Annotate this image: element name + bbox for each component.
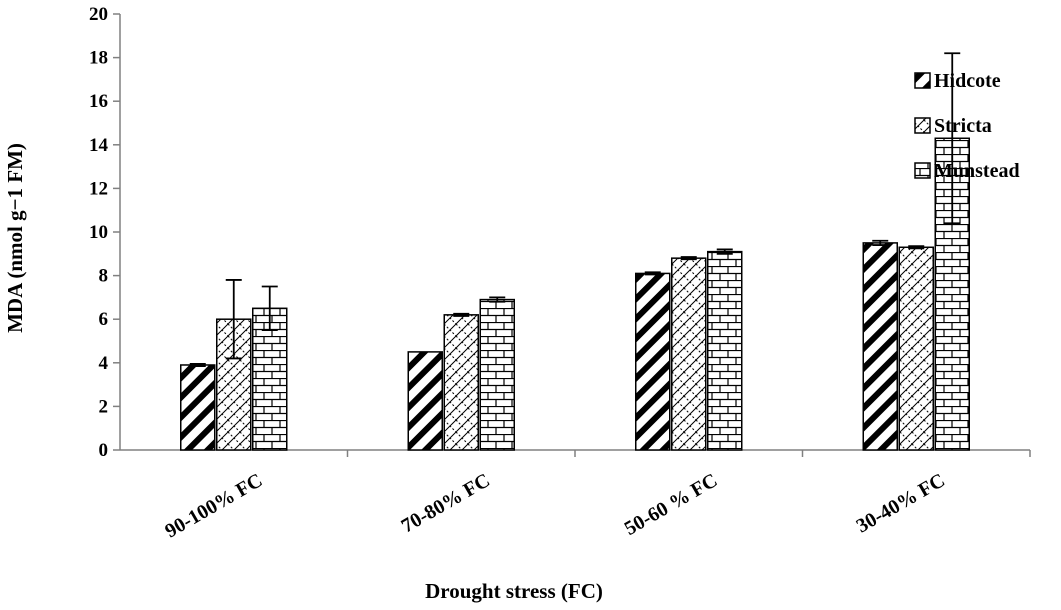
legend-label: Hidcote [934,70,1001,92]
legend-item-stricta: Stricta [914,115,992,137]
y-tick-label: 6 [99,309,109,330]
legend: Hidcote Stricta Munstead [914,70,1020,182]
y-tick-label: 14 [89,135,109,156]
bar-munstead-3 [707,250,743,451]
error-bar-hidcote-3 [644,271,661,276]
error-bar-stricta-2 [453,312,470,317]
error-bar-stricta-3 [680,256,697,261]
y-tick-label: 4 [99,353,109,374]
y-tick-label: 20 [89,4,108,25]
x-category-label: 30-40% FC [853,469,949,537]
y-tick-label: 8 [99,266,109,287]
bar-hidcote-1 [180,364,216,451]
x-axis-title: Drought stress (FC) [425,579,603,603]
category-labels: 90-100% FC 70-80% FC 50-60 % FC 30-40% FC [161,469,948,542]
legend-item-munstead: Munstead [914,160,1020,182]
bar-hidcote-4 [862,242,898,451]
bar-munstead-2 [479,298,515,451]
bar-munstead-1 [252,307,288,451]
bars [180,52,970,451]
error-bar-munstead-4 [944,52,961,225]
error-bar-munstead-2 [489,296,506,303]
legend-swatch [914,72,931,89]
error-bar-munstead-3 [716,248,733,255]
x-category-label: 50-60 % FC [621,469,721,540]
bar-stricta-4 [898,246,934,451]
legend-label: Munstead [934,160,1020,182]
bar-stricta-2 [443,314,479,451]
bar-hidcote-3 [635,272,671,451]
legend-swatch [914,117,931,134]
y-tick-label: 12 [89,178,108,199]
y-tick-label: 18 [89,48,108,69]
legend-swatch [914,162,931,179]
y-tick-label: 10 [89,222,108,243]
y-tick-label: 2 [99,396,109,417]
x-category-label: 70-80% FC [398,469,494,537]
bar-stricta-3 [671,257,707,451]
x-category-label: 90-100% FC [161,469,266,542]
bar-hidcote-2 [407,351,443,451]
legend-label: Stricta [934,115,992,137]
error-bar-hidcote-4 [872,239,889,246]
error-bar-hidcote-1 [189,362,206,367]
y-axis-title: MDA (nmol g−1 FM) [3,143,27,333]
legend-item-hidcote: Hidcote [914,70,1001,92]
y-tick-label: 0 [99,440,109,461]
error-bar-munstead-1 [261,285,278,332]
error-bar-stricta-1 [225,279,242,360]
y-tick-label: 16 [89,91,108,112]
error-bar-stricta-4 [908,245,925,250]
